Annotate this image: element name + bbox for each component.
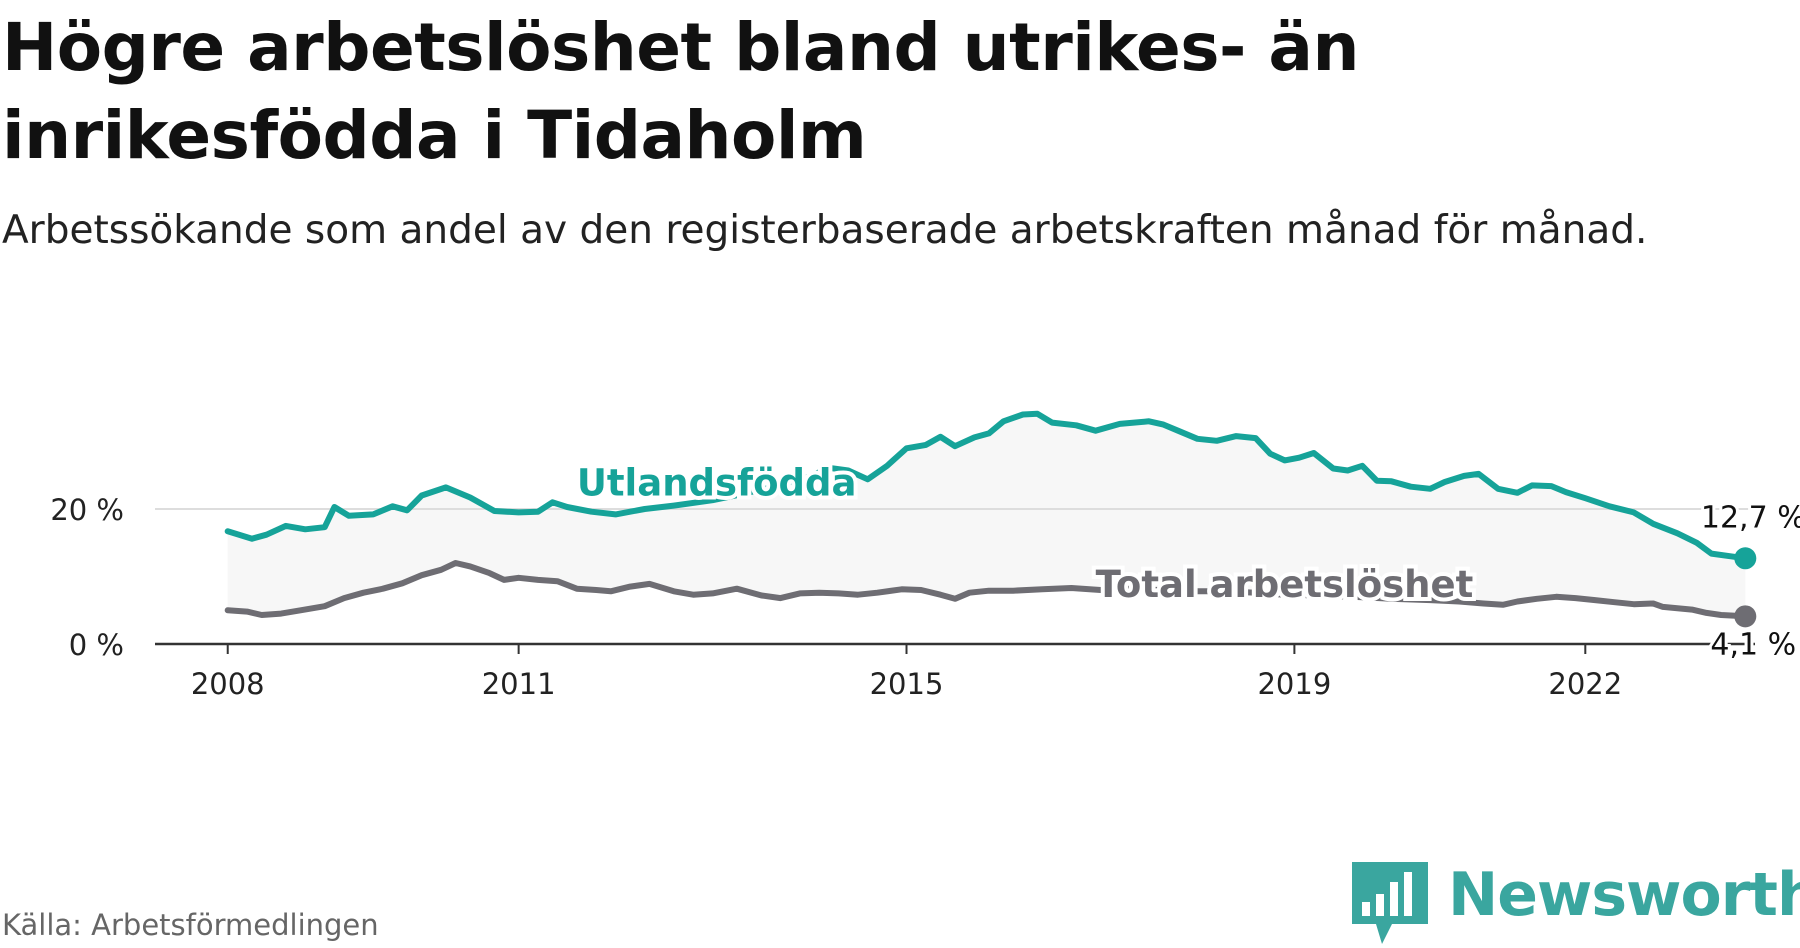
series-name-label: Total arbetslöshet — [1096, 563, 1474, 606]
newsworthy-logo-icon — [1352, 862, 1428, 944]
line-chart: 0 % 20 % 2008 2011 2015 2019 2022 12,7 % 4,1 % U… — [50, 410, 1800, 701]
range-band-layer — [227, 413, 1746, 617]
axes: 0 % 20 % 2008 2011 2015 2019 2022 — [50, 493, 1755, 701]
y-tick-label: 0 % — [69, 628, 124, 662]
series-line-utlandsfodda — [224, 410, 1749, 562]
series-gap-band — [227, 413, 1746, 617]
x-tick-label: 2008 — [191, 667, 265, 701]
source-note: Källa: Arbetsförmedlingen — [2, 908, 379, 942]
series-end-dot-total — [1734, 605, 1757, 628]
series-line-total — [224, 560, 1749, 620]
x-tick-label: 2022 — [1548, 667, 1622, 701]
x-tick-label: 2019 — [1257, 667, 1331, 701]
series-end-label: 4,1 % — [1710, 627, 1796, 662]
chart-title: Högre arbetslöshet bland utrikes- än inr… — [2, 9, 1359, 174]
newsworthy-logo-text: Newsworthy — [1448, 860, 1800, 930]
newsworthy-logo[interactable]: Newsworthy — [1348, 858, 1800, 948]
chart-subtitle: Arbetssökande som andel av den registerb… — [2, 208, 1648, 253]
series-name-label: Utlandsfödda — [577, 462, 857, 505]
x-tick-label: 2015 — [870, 667, 944, 701]
series-labels: 12,7 % 4,1 % Utlandsfödda Total arbetslöshe… — [573, 458, 1800, 666]
y-tick-label: 20 % — [50, 493, 124, 527]
series-lines — [224, 410, 1757, 628]
x-tick-label: 2011 — [482, 667, 556, 701]
series-end-label: 12,7 % — [1701, 500, 1800, 535]
series-end-dot-utlandsfodda — [1734, 547, 1757, 570]
